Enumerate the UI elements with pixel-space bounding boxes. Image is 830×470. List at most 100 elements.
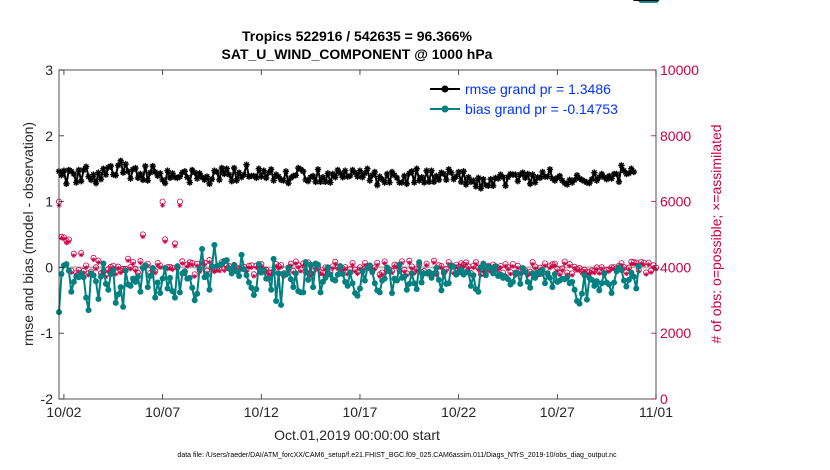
x-tick-label: 11/01: [639, 404, 673, 420]
rmse-point: [544, 173, 551, 180]
bias-point: [233, 268, 240, 275]
obs-assimilated-marker: [471, 265, 476, 271]
obs-assimilated-stroke: [126, 258, 131, 263]
rmse-point: [364, 165, 371, 172]
bias-point: [588, 276, 595, 283]
rmse-point: [275, 173, 282, 180]
rmse-point-stroke: [433, 173, 440, 179]
x-tick-label: 10/07: [145, 404, 180, 420]
rmse-point: [341, 167, 349, 174]
rmse-point: [613, 170, 620, 178]
rmse-point: [107, 162, 115, 170]
bias-point: [137, 288, 144, 295]
rmse-point: [102, 171, 110, 178]
bias-point: [591, 282, 598, 289]
rmse-point: [460, 168, 467, 175]
legend-rmse-label: rmse grand pr = 1.3486: [465, 81, 611, 97]
obs-assimilated-stroke: [158, 265, 163, 270]
obs-assimilated-stroke: [432, 260, 436, 265]
bias-point: [539, 267, 546, 274]
obs-assimilated-marker: [93, 266, 99, 272]
bias-point: [65, 267, 72, 274]
bias-point: [226, 265, 233, 272]
bias-point: [164, 285, 171, 292]
rmse-point-stroke: [399, 179, 405, 186]
rmse-point-stroke: [357, 167, 363, 174]
rmse-point-stroke: [576, 175, 583, 182]
rmse-point-stroke: [253, 175, 260, 181]
rmse-point-stroke: [233, 177, 240, 184]
bias-point: [344, 282, 351, 289]
obs-assimilated-marker: [596, 270, 602, 276]
obs-assimilated-stroke: [66, 239, 71, 244]
rmse-point: [401, 172, 408, 180]
bias-point: [273, 297, 280, 304]
obs-assimilated-marker: [138, 260, 143, 266]
rmse-point-stroke: [300, 168, 306, 175]
bias-point: [265, 275, 272, 282]
bias-point: [97, 273, 104, 280]
y-tick-label: 0: [45, 259, 53, 275]
obs-assimilated-marker: [532, 266, 538, 271]
rmse-point: [408, 168, 415, 175]
rmse-point: [149, 162, 156, 170]
rmse-point-stroke: [352, 169, 358, 176]
y2-tick-label: 4000: [660, 259, 691, 275]
rmse-point-stroke: [204, 173, 210, 180]
rmse-point-stroke: [426, 179, 432, 185]
rmse-point: [193, 175, 201, 182]
rmse-point-stroke: [90, 171, 97, 178]
obs-assimilated-marker: [547, 265, 553, 271]
bias-point: [517, 280, 524, 287]
obs-assimilated-marker: [374, 262, 380, 268]
obs-assimilated-stroke: [498, 265, 503, 270]
rmse-point-stroke: [598, 171, 605, 177]
bias-point: [322, 274, 329, 281]
rmse-point: [346, 172, 354, 180]
rmse-point-stroke: [58, 172, 65, 179]
rmse-point: [489, 182, 497, 190]
bias-point: [601, 270, 608, 277]
obs-assimilated-marker: [91, 257, 96, 263]
obs-assimilated-stroke: [190, 262, 195, 267]
bias-point: [290, 284, 297, 291]
rmse-point: [95, 169, 102, 176]
bias-point: [361, 277, 368, 284]
rmse-point: [480, 176, 487, 183]
obs-assimilated-marker: [643, 272, 649, 277]
rmse-point-stroke: [473, 183, 479, 190]
rmse-point-stroke: [71, 171, 77, 177]
bias-point: [132, 278, 139, 285]
obs-assimilated-stroke: [409, 266, 414, 271]
bias-point: [581, 272, 588, 279]
bias-point: [549, 284, 556, 291]
rmse-point-stroke: [83, 163, 89, 170]
rmse-point: [186, 179, 193, 186]
rmse-point-stroke: [349, 167, 356, 173]
rmse-point-stroke: [85, 173, 92, 180]
rmse-point-stroke: [302, 177, 309, 183]
obs-assimilated-stroke: [464, 262, 469, 267]
bias-point: [371, 280, 378, 287]
bias-point: [90, 272, 97, 279]
obs-assimilated-stroke: [592, 270, 597, 275]
rmse-point-stroke: [376, 173, 383, 180]
rmse-point: [615, 178, 623, 186]
rmse-point: [462, 181, 470, 188]
bias-point: [620, 277, 627, 284]
obs-assimilated-stroke: [251, 274, 256, 279]
rmse-point: [226, 171, 233, 178]
rmse-point: [181, 168, 189, 175]
rmse-point-stroke: [559, 177, 565, 184]
bias-point: [327, 271, 334, 278]
series-layer: [55, 0, 660, 316]
rmse-point-stroke: [76, 167, 82, 173]
bias-point: [529, 270, 536, 277]
obs-assimilated-stroke: [333, 262, 338, 266]
obs-assimilated-marker: [96, 260, 101, 265]
rmse-point: [230, 164, 238, 172]
obs-assimilated-marker: [207, 259, 212, 265]
rmse-point: [371, 168, 378, 176]
rmse-point: [97, 176, 105, 183]
bias-point: [58, 270, 65, 277]
